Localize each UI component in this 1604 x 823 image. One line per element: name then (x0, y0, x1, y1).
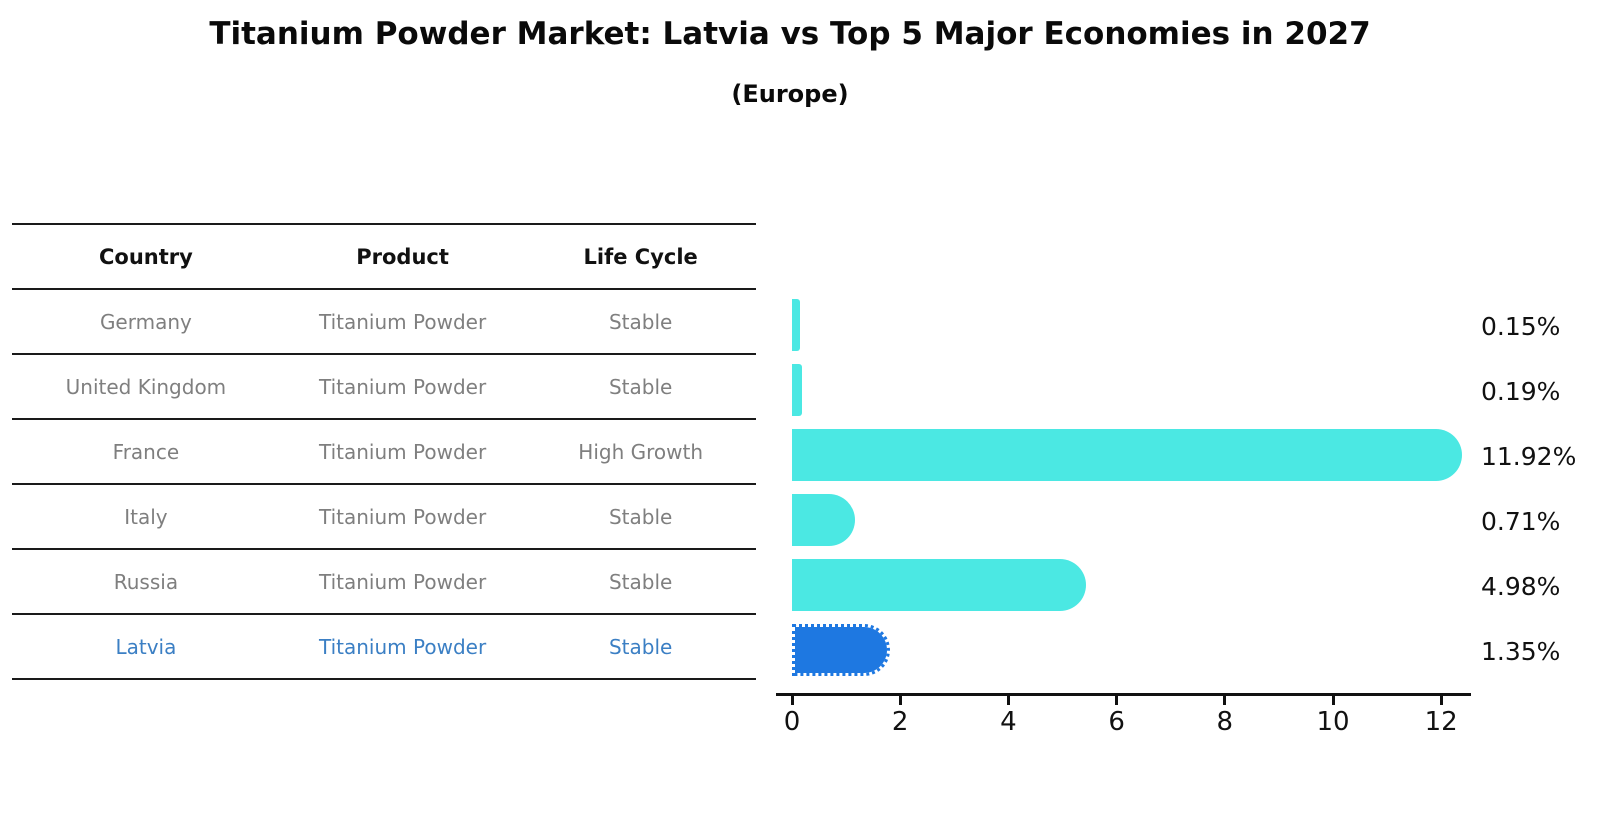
cell-country: Latvia (115, 634, 177, 659)
country-table: Country Product Life Cycle Germany Titani… (12, 223, 756, 680)
value-label: 4.98% (1481, 572, 1561, 601)
table-row: Russia Titanium Powder Stable (12, 548, 756, 613)
x-axis-tick-label: 12 (1424, 707, 1458, 737)
x-axis-tick-label: 2 (891, 707, 909, 737)
cell-lifecycle: Stable (608, 374, 673, 399)
x-axis-tick (1115, 694, 1119, 705)
x-axis-tick-label: 6 (1108, 707, 1125, 737)
bar-germany (792, 299, 801, 351)
x-axis-tick (790, 694, 794, 705)
chart-subtitle: (Europe) (731, 80, 849, 108)
column-header-product: Product (356, 244, 449, 269)
table-row: Italy Titanium Powder Stable (12, 483, 756, 548)
x-axis-tick-label: 8 (1216, 707, 1234, 737)
table-row: France Titanium Powder High Growth (12, 418, 756, 483)
table-row: United Kingdom Titanium Powder Stable (12, 353, 756, 418)
cell-lifecycle: Stable (608, 634, 673, 659)
cell-lifecycle: Stable (608, 569, 673, 594)
bar-russia (792, 559, 1087, 611)
cell-product: Titanium Powder (319, 374, 487, 399)
x-axis-tick (1331, 694, 1335, 705)
bar-united-kingdom (792, 364, 803, 416)
value-label: 0.71% (1481, 507, 1561, 536)
x-axis-line (776, 693, 1471, 696)
column-header-lifecycle: Life Cycle (583, 244, 698, 269)
cell-product: Titanium Powder (319, 634, 487, 659)
x-axis-tick-label: 10 (1316, 707, 1350, 737)
cell-lifecycle: Stable (608, 309, 673, 334)
cell-country: Germany (99, 309, 192, 334)
cell-product: Titanium Powder (319, 504, 487, 529)
chart-title: Titanium Powder Market: Latvia vs Top 5 … (209, 16, 1371, 52)
column-header-country: Country (99, 244, 193, 269)
cell-product: Titanium Powder (319, 569, 487, 594)
value-label: 0.15% (1481, 312, 1561, 341)
table-row: Latvia Titanium Powder Stable (12, 613, 756, 678)
value-label: 11.92% (1481, 442, 1577, 471)
cell-country: Italy (124, 504, 168, 529)
cell-country: France (112, 439, 180, 464)
cell-product: Titanium Powder (319, 439, 487, 464)
value-label: 0.19% (1481, 377, 1561, 406)
x-axis-tick-label: 0 (783, 707, 801, 737)
x-axis-tick (1439, 694, 1443, 705)
bar-highlight-latvia (792, 624, 891, 676)
cell-product: Titanium Powder (319, 309, 487, 334)
table-row: Germany Titanium Powder Stable (12, 288, 756, 353)
x-axis-tick (1223, 694, 1227, 705)
cell-lifecycle: Stable (608, 504, 673, 529)
table-header-row: Country Product Life Cycle (12, 223, 756, 288)
cell-country: Russia (113, 569, 179, 594)
value-label: 1.35% (1481, 637, 1561, 666)
x-axis-tick-label: 4 (1000, 707, 1017, 737)
bar-italy (792, 494, 856, 546)
x-axis-tick (1006, 694, 1010, 705)
x-axis-tick (898, 694, 902, 705)
bar-france (792, 429, 1462, 481)
cell-lifecycle: High Growth (578, 439, 704, 464)
cell-country: United Kingdom (65, 374, 227, 399)
